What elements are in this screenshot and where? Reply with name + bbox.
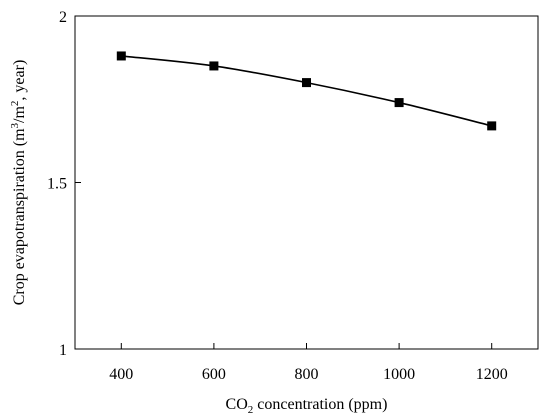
y-axis-ticks: 11.52 <box>47 9 81 359</box>
x-tick-label: 800 <box>295 366 319 383</box>
y-tick-label: 1 <box>59 342 67 359</box>
y-tick-label: 1.5 <box>47 176 67 193</box>
data-point-marker <box>209 61 219 71</box>
plot-frame <box>74 15 539 350</box>
series-line <box>121 55 492 127</box>
x-axis-ticks: 400 600 800 1000 1200 <box>109 343 508 383</box>
y-axis-title: Crop evapotranspiration (m3/m2, year) <box>9 60 28 306</box>
x-tick-label: 400 <box>109 366 133 383</box>
x-tick-label: 600 <box>202 366 226 383</box>
data-point-marker <box>394 98 404 108</box>
series-markers <box>116 51 497 131</box>
data-point-marker <box>487 121 497 131</box>
x-tick-label: 1000 <box>383 366 415 383</box>
x-axis-title: CO2 concentration (ppm) <box>226 396 388 415</box>
x-tick-label: 1200 <box>476 366 508 383</box>
data-point-marker <box>302 78 311 88</box>
data-point-marker <box>116 51 126 61</box>
y-tick-label: 2 <box>59 9 67 26</box>
